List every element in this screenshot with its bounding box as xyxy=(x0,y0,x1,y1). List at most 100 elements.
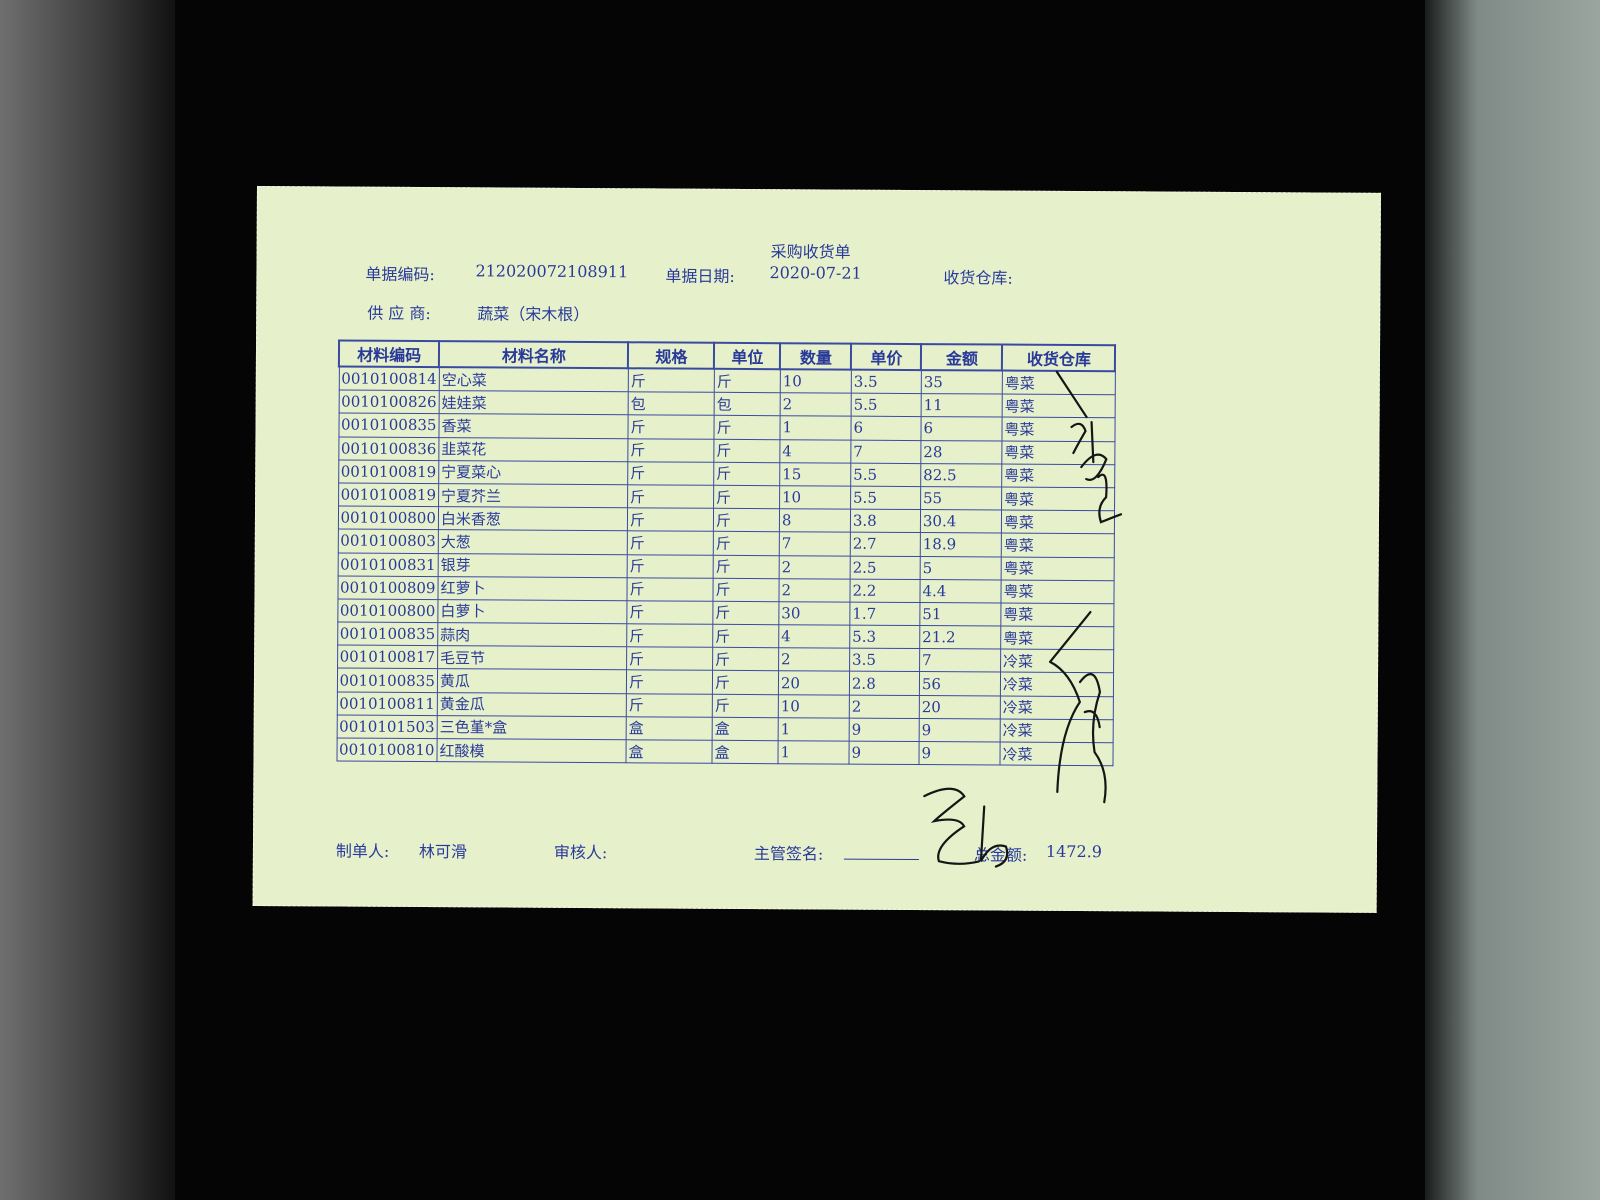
table-cell: 0010101503 xyxy=(336,714,438,739)
supervisor-label: 主管签名: xyxy=(753,844,824,864)
maker-label: 制单人: xyxy=(335,841,390,861)
table-cell: 斤 xyxy=(713,554,780,579)
supervisor-signature-line xyxy=(843,840,920,861)
table-cell: 宁夏芥兰 xyxy=(438,483,628,508)
table-cell: 白萝卜 xyxy=(437,599,627,624)
table-row: 0010100810 红酸模盒盒 1 9 9 冷菜 xyxy=(336,737,1114,766)
table-cell: 蒜肉 xyxy=(437,622,627,648)
table-cell: 冷菜 xyxy=(1000,695,1114,720)
table-cell: 斤 xyxy=(628,368,715,393)
table-cell: 6 xyxy=(850,416,922,441)
table-cell: 粤菜 xyxy=(1001,440,1115,465)
table-cell: 银芽 xyxy=(438,553,628,578)
table-cell: 毛豆节 xyxy=(437,645,627,671)
table-cell: 大葱 xyxy=(438,529,628,555)
table-cell: 5.5 xyxy=(850,462,921,487)
table-cell: 冷菜 xyxy=(1000,649,1114,674)
table-cell: 红酸模 xyxy=(436,738,627,763)
table-cell: 韭菜花 xyxy=(438,437,628,462)
table-cell: 0010100814 xyxy=(338,366,440,391)
table-cell: 2 xyxy=(780,392,852,417)
table-cell: 斤 xyxy=(713,462,780,486)
table-cell: 0010100835 xyxy=(337,622,438,646)
table-cell: 2.8 xyxy=(849,671,920,696)
table-cell: 28 xyxy=(920,440,1002,464)
purchase-receipt: 采购收货单 单据编码: 212020072108911 单据日期: 2020-0… xyxy=(252,186,1381,913)
table-cell: 5.5 xyxy=(851,393,922,417)
table-cell: 1 xyxy=(777,740,850,765)
table-cell: 斤 xyxy=(627,461,714,486)
table-cell: 斤 xyxy=(627,438,714,463)
table-cell: 20 xyxy=(778,671,850,695)
table-cell: 0010100817 xyxy=(337,645,438,670)
table-cell: 0010100800 xyxy=(337,598,438,623)
table-cell: 斤 xyxy=(712,647,779,672)
table-cell: 11 xyxy=(921,393,1003,418)
background-left xyxy=(0,0,175,1200)
column-header: 材料编码 xyxy=(338,340,440,368)
table-cell: 1 xyxy=(778,717,850,742)
table-cell: 斤 xyxy=(626,647,713,671)
table-cell: 斤 xyxy=(627,484,714,509)
table-cell: 粤菜 xyxy=(1000,602,1114,627)
table-cell: 娃娃菜 xyxy=(439,390,629,416)
table-cell: 白米香葱 xyxy=(438,506,628,532)
column-header: 金额 xyxy=(921,344,1003,371)
table-cell: 粤菜 xyxy=(1001,463,1115,488)
table-cell: 斤 xyxy=(626,623,713,648)
table-cell: 56 xyxy=(919,671,1001,696)
supplier: 蔬菜（宋木根） xyxy=(477,304,590,325)
table-cell: 9 xyxy=(919,718,1001,743)
items-table: 材料编码 材料名称 规格 单位 数量 单价 金额 收货仓库 0010100814 空心菜斤斤 10… xyxy=(335,339,1116,766)
table-cell: 斤 xyxy=(712,624,779,648)
table-cell: 斤 xyxy=(712,577,780,602)
table-cell: 2 xyxy=(778,578,851,603)
table-cell: 15 xyxy=(779,462,851,487)
table-cell: 盒 xyxy=(711,740,779,764)
supplier-label: 供 应 商: xyxy=(367,303,431,324)
table-cell: 冷菜 xyxy=(1000,672,1114,697)
table-cell: 空心菜 xyxy=(439,367,629,392)
table-cell: 30.4 xyxy=(920,509,1002,534)
table-cell: 55 xyxy=(920,486,1002,511)
table-cell: 宁夏菜心 xyxy=(438,460,628,485)
table-cell: 0010100826 xyxy=(338,390,440,414)
table-cell: 20 xyxy=(919,695,1001,719)
total-amount: 1472.9 xyxy=(1045,841,1102,862)
table-cell: 3.5 xyxy=(849,648,920,672)
table-cell: 粤菜 xyxy=(1002,394,1116,419)
doc-no-label: 单据编码: xyxy=(365,264,435,285)
column-header: 材料名称 xyxy=(439,341,629,369)
table-cell: 0010100809 xyxy=(337,575,439,600)
column-header: 收货仓库 xyxy=(1002,344,1116,372)
table-cell: 斤 xyxy=(713,438,780,463)
table-cell: 2.2 xyxy=(849,578,921,603)
table-cell: 三色堇*盒 xyxy=(437,715,627,740)
table-cell: 2.5 xyxy=(850,555,921,580)
table-cell: 4.4 xyxy=(919,579,1002,603)
table-cell: 0010100803 xyxy=(337,529,439,554)
table-cell: 7 xyxy=(779,532,851,556)
table-cell: 冷菜 xyxy=(999,742,1114,766)
table-cell: 0010100835 xyxy=(336,668,438,693)
table-cell: 5.3 xyxy=(849,625,920,649)
table-cell: 香菜 xyxy=(438,413,629,439)
table-cell: 10 xyxy=(779,485,851,510)
table-cell: 斤 xyxy=(713,485,780,509)
table-cell: 2 xyxy=(779,555,851,579)
table-cell: 0010100811 xyxy=(336,691,438,716)
table-cell: 粤菜 xyxy=(1001,417,1116,442)
table-cell: 4 xyxy=(779,439,851,463)
column-header: 单位 xyxy=(714,342,781,370)
column-header: 数量 xyxy=(780,343,852,370)
table-cell: 10 xyxy=(778,694,850,718)
table-cell: 2 xyxy=(849,694,920,719)
column-header: 规格 xyxy=(628,342,715,369)
background-right xyxy=(1425,0,1600,1200)
table-cell: 斤 xyxy=(714,368,781,393)
table-cell: 盒 xyxy=(712,717,779,741)
table-cell: 3.8 xyxy=(850,509,921,533)
table-cell: 82.5 xyxy=(920,463,1002,487)
table-cell: 盒 xyxy=(626,716,713,741)
table-cell: 4 xyxy=(778,624,850,649)
